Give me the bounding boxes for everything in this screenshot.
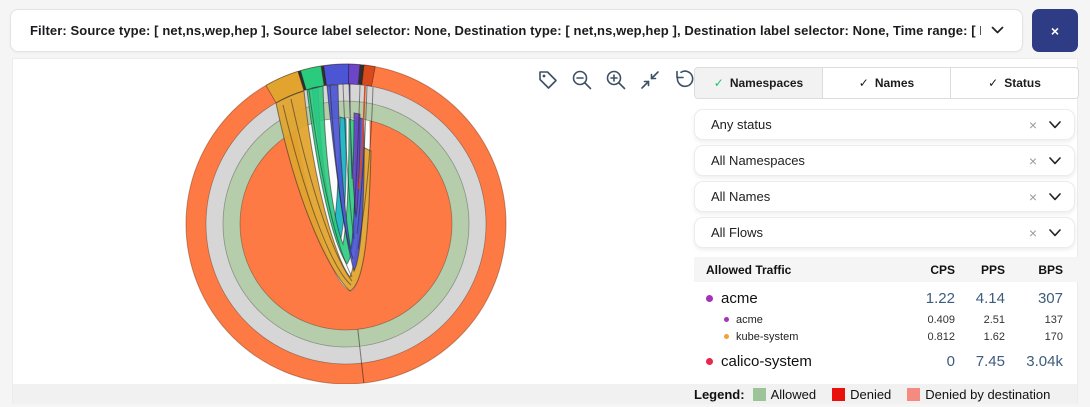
col-cps: CPS	[930, 262, 955, 277]
namespace-bullet-icon	[724, 334, 729, 339]
chevron-down-icon[interactable]	[1049, 120, 1061, 129]
segment-sliver	[297, 70, 307, 91]
row-bps: 137	[1044, 313, 1063, 326]
namespace-bullet-icon	[724, 317, 729, 322]
clear-icon[interactable]: ×	[1028, 116, 1037, 133]
filter-panel: ✓ Namespaces ✓ Names ✓ Status Any status…	[694, 67, 1079, 370]
check-icon: ✓	[713, 76, 724, 90]
clear-icon[interactable]: ×	[1028, 224, 1037, 241]
segment-purple[interactable]	[347, 63, 361, 85]
clear-filter-button[interactable]: ×	[1032, 9, 1078, 52]
table-subrow[interactable]: acme 0.409 2.51 137	[694, 311, 1079, 328]
row-pps: 1.62	[983, 330, 1005, 343]
segment-red[interactable]	[361, 64, 376, 87]
table-subrow[interactable]: kube-system 0.812 1.62 170	[694, 328, 1079, 345]
col-bps: BPS	[1038, 262, 1063, 277]
table-header: Allowed Traffic CPS PPS BPS	[694, 257, 1079, 282]
grouping-tabs: ✓ Namespaces ✓ Names ✓ Status	[694, 67, 1079, 99]
names-filter-dropdown[interactable]: All Names ×	[694, 181, 1075, 212]
denied-swatch-icon	[832, 387, 846, 401]
namespaces-filter-dropdown[interactable]: All Namespaces ×	[694, 145, 1075, 176]
segment-divider	[357, 329, 365, 384]
flow-lines	[282, 83, 374, 286]
row-bps: 3.04k	[1026, 352, 1063, 370]
table-row[interactable]: calico-system 0 7.45 3.04k	[694, 348, 1079, 374]
chevron-down-icon[interactable]	[991, 26, 1004, 35]
collapse-icon[interactable]	[637, 67, 663, 93]
row-name: acme	[721, 289, 758, 307]
clear-icon[interactable]: ×	[1028, 152, 1037, 169]
row-pps: 4.14	[975, 289, 1005, 307]
row-name: calico-system	[721, 352, 812, 370]
chord-diagram[interactable]	[13, 59, 691, 385]
legend-item-denied-by-destination: Denied by destination	[907, 387, 1050, 402]
namespace-bullet-icon	[706, 294, 713, 302]
flow-line-red	[358, 85, 366, 190]
dropdown-value: All Namespaces	[711, 153, 805, 168]
row-bps: 170	[1044, 330, 1063, 343]
tab-names[interactable]: ✓ Names	[823, 68, 951, 98]
check-icon: ✓	[858, 76, 869, 90]
row-name: kube-system	[736, 330, 799, 343]
segment-sliver	[321, 65, 327, 86]
namespace-bullet-icon	[706, 357, 713, 365]
dropdown-value: Any status	[711, 117, 772, 132]
dropdown-value: All Names	[711, 189, 771, 204]
legend-item-denied: Denied	[832, 387, 891, 402]
ribbon-purple[interactable]	[348, 83, 361, 218]
row-cps: 1.22	[925, 289, 955, 307]
chart-toolbar	[535, 67, 697, 93]
segment-sliver	[358, 64, 365, 85]
flow-visualization-card: ✓ Namespaces ✓ Names ✓ Status Any status…	[12, 58, 1079, 404]
legend-item-label: Allowed	[770, 386, 817, 402]
denied-by-destination-swatch-icon	[907, 387, 921, 401]
row-name: acme	[736, 313, 763, 326]
row-pps: 2.51	[983, 313, 1005, 326]
tab-status[interactable]: ✓ Status	[951, 68, 1078, 98]
tab-label: Status	[1004, 76, 1041, 90]
tab-label: Names	[874, 76, 915, 90]
legend-item-label: Denied	[850, 386, 892, 402]
col-allowed-traffic: Allowed Traffic	[706, 262, 792, 277]
clear-icon[interactable]: ×	[1028, 188, 1037, 205]
tag-icon[interactable]	[535, 67, 561, 93]
zoom-out-icon[interactable]	[569, 67, 595, 93]
chevron-down-icon[interactable]	[1049, 192, 1061, 201]
allowed-swatch-icon	[752, 387, 766, 401]
row-cps: 0	[946, 352, 955, 370]
row-bps: 307	[1037, 289, 1063, 307]
allowed-traffic-table: Allowed Traffic CPS PPS BPS acme 1.22 4.…	[694, 257, 1079, 374]
flows-filter-dropdown[interactable]: All Flows ×	[694, 217, 1075, 248]
legend-item-label: Denied by destination	[925, 386, 1051, 402]
chevron-down-icon[interactable]	[1049, 156, 1061, 165]
segment-blue[interactable]	[323, 63, 350, 86]
tab-label: Namespaces	[729, 76, 804, 90]
legend-item-allowed: Allowed	[752, 386, 817, 402]
status-filter-dropdown[interactable]: Any status ×	[694, 109, 1075, 140]
col-pps: PPS	[980, 262, 1005, 277]
row-cps: 0.812	[927, 330, 955, 343]
zoom-in-icon[interactable]	[603, 67, 629, 93]
legend-bar: Legend: Allowed Denied Denied by destina…	[13, 384, 1077, 404]
check-icon: ✓	[988, 76, 999, 90]
table-row[interactable]: acme 1.22 4.14 307	[694, 285, 1079, 311]
dropdown-value: All Flows	[711, 225, 764, 240]
reset-rotation-icon[interactable]	[671, 67, 697, 93]
row-pps: 7.45	[975, 352, 1005, 370]
row-cps: 0.409	[927, 313, 955, 326]
chevron-down-icon[interactable]	[1049, 228, 1061, 237]
filter-summary-text: Filter: Source type: [ net,ns,wep,hep ],…	[30, 23, 981, 38]
flow-filter-bar[interactable]: Filter: Source type: [ net,ns,wep,hep ],…	[10, 9, 1023, 52]
tab-namespaces[interactable]: ✓ Namespaces	[695, 68, 823, 98]
legend-label: Legend:	[694, 386, 745, 402]
